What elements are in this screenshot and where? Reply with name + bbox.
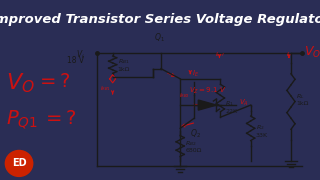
Polygon shape <box>198 100 216 110</box>
Text: $R_1$
22K: $R_1$ 22K <box>226 99 238 114</box>
Text: $V_Z = 9.1\ V$: $V_Z = 9.1\ V$ <box>188 86 226 96</box>
Circle shape <box>5 150 33 176</box>
Text: $V_O$: $V_O$ <box>6 72 35 95</box>
Text: $I_E$: $I_E$ <box>192 69 199 79</box>
FancyArrowPatch shape <box>112 91 114 94</box>
FancyArrowPatch shape <box>218 54 220 57</box>
Text: $R_{B1}$
1kΩ: $R_{B1}$ 1kΩ <box>118 57 130 72</box>
Text: 18 V: 18 V <box>67 56 84 65</box>
Text: $R_2$
33K: $R_2$ 33K <box>256 123 268 138</box>
Text: $P_{Q1}$: $P_{Q1}$ <box>6 109 38 131</box>
Text: ED: ED <box>12 158 26 168</box>
Text: $V_A$: $V_A$ <box>239 98 249 108</box>
FancyArrowPatch shape <box>168 73 174 76</box>
Text: $I_L$: $I_L$ <box>286 51 292 59</box>
Text: $R_L$
1kΩ: $R_L$ 1kΩ <box>296 92 308 106</box>
Text: $V_O$: $V_O$ <box>304 44 320 60</box>
Text: $R_{B2}$
680Ω: $R_{B2}$ 680Ω <box>185 139 202 153</box>
Text: $Q_1$: $Q_1$ <box>154 32 164 44</box>
FancyArrowPatch shape <box>194 104 197 106</box>
Text: $I_{RB2}$: $I_{RB2}$ <box>179 91 190 100</box>
Text: $I_{ref}$: $I_{ref}$ <box>215 51 226 59</box>
Text: $= ?$: $= ?$ <box>36 72 71 91</box>
FancyArrowPatch shape <box>182 123 194 127</box>
Text: Improved Transistor Series Voltage Regulator: Improved Transistor Series Voltage Regul… <box>0 13 320 26</box>
Text: $Q_2$: $Q_2$ <box>190 127 201 140</box>
Text: $= ?$: $= ?$ <box>42 109 77 128</box>
FancyArrowPatch shape <box>288 54 290 57</box>
Text: $V_i$: $V_i$ <box>76 48 84 61</box>
FancyArrowPatch shape <box>189 71 191 74</box>
Text: $I_{RB1}$: $I_{RB1}$ <box>100 84 111 93</box>
